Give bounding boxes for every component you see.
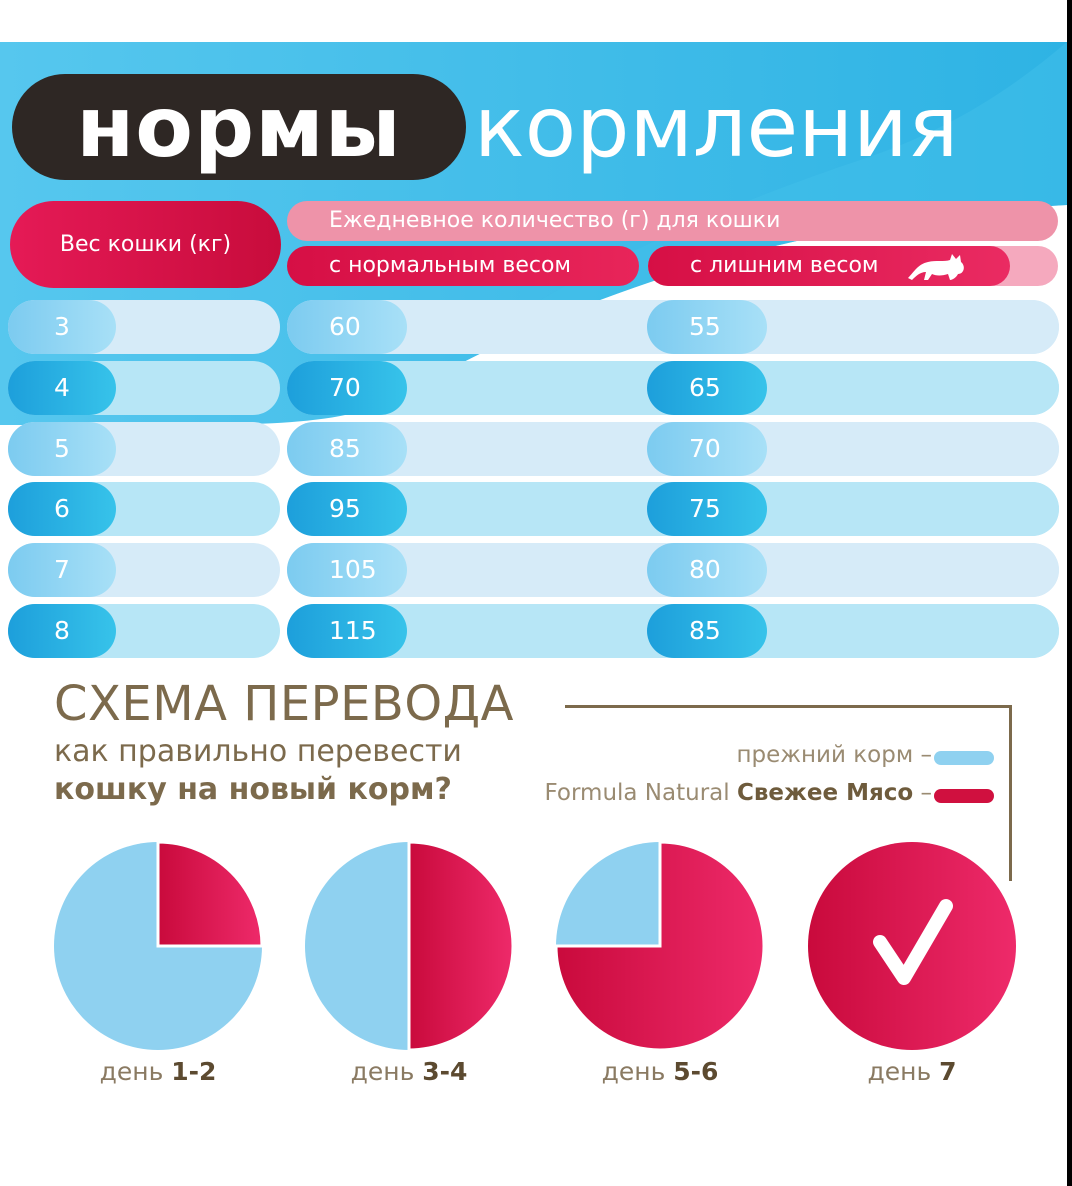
check-icon — [873, 899, 953, 985]
day-label-prefix: день — [867, 1057, 940, 1086]
legend-new-suffix: – — [920, 780, 933, 806]
day-label-prefix: день — [99, 1057, 172, 1086]
normal-cell: 95 — [287, 482, 407, 536]
weight-cell: 5 — [8, 422, 116, 476]
overweight-cell: 70 — [647, 422, 767, 476]
pie-day-1 — [54, 840, 264, 1050]
pie-new-slice — [808, 842, 1016, 1050]
day-label-prefix: день — [350, 1057, 423, 1086]
overweight-cell: 65 — [647, 361, 767, 415]
day-label: день 3-4 — [304, 1057, 514, 1086]
scheme-subtitle-2: кошку на новый корм? — [54, 772, 452, 807]
legend-old-swatch — [934, 751, 994, 765]
day-label: день 5-6 — [555, 1057, 765, 1086]
legend-new-label: Formula Natural Свежее Мясо – — [545, 780, 933, 806]
overweight-cell: 85 — [647, 604, 767, 658]
header-weight: Вес кошки (кг) — [10, 201, 281, 288]
overweight-cell: 55 — [647, 300, 767, 354]
pie-new-slice — [156, 840, 264, 948]
pie-day-2 — [305, 840, 515, 1052]
normal-cell: 85 — [287, 422, 407, 476]
legend-new-swatch — [934, 789, 994, 803]
weight-cell: 6 — [8, 482, 116, 536]
frame-border — [1067, 0, 1072, 1186]
title-pill — [12, 74, 466, 180]
overweight-cell: 80 — [647, 543, 767, 597]
title-bold: нормы — [76, 78, 402, 176]
weight-cell: 8 — [8, 604, 116, 658]
normal-cell: 70 — [287, 361, 407, 415]
overweight-cell: 75 — [647, 482, 767, 536]
weight-cell: 7 — [8, 543, 116, 597]
title-light: кормления — [474, 78, 959, 176]
day-label-range: 1-2 — [171, 1057, 217, 1086]
scheme-title: СХЕМА ПЕРЕВОДА — [54, 676, 514, 732]
header-daily: Ежедневное количество (г) для кошки — [287, 201, 1058, 241]
legend-new-bold: Свежее Мясо — [736, 780, 914, 806]
day-label: день 7 — [807, 1057, 1017, 1086]
header-normal: с нормальным весом — [287, 246, 639, 286]
weight-cell: 3 — [8, 300, 116, 354]
scheme-divider — [565, 705, 1011, 708]
day-label-range: 3-4 — [422, 1057, 468, 1086]
day-label-prefix: день — [601, 1057, 674, 1086]
legend-new-prefix: Formula Natural — [544, 780, 730, 806]
pie-new-slice — [407, 840, 515, 1052]
normal-cell: 115 — [287, 604, 407, 658]
pie-day-3 — [554, 840, 766, 1052]
pie-day-4 — [808, 842, 1016, 1050]
normal-cell: 105 — [287, 543, 407, 597]
header-overweight-label: с лишним весом — [690, 253, 879, 278]
cat-icon — [908, 254, 964, 280]
normal-cell: 60 — [287, 300, 407, 354]
day-label-range: 7 — [939, 1057, 957, 1086]
day-label: день 1-2 — [53, 1057, 263, 1086]
scheme-divider-vertical — [1009, 705, 1012, 881]
header-overweight: с лишним весом — [648, 246, 1010, 286]
pie-new-slice — [554, 840, 766, 1052]
day-label-range: 5-6 — [673, 1057, 719, 1086]
weight-cell: 4 — [8, 361, 116, 415]
scheme-subtitle-1: как правильно перевести — [54, 734, 462, 769]
legend-old-label: прежний корм – — [736, 742, 932, 768]
